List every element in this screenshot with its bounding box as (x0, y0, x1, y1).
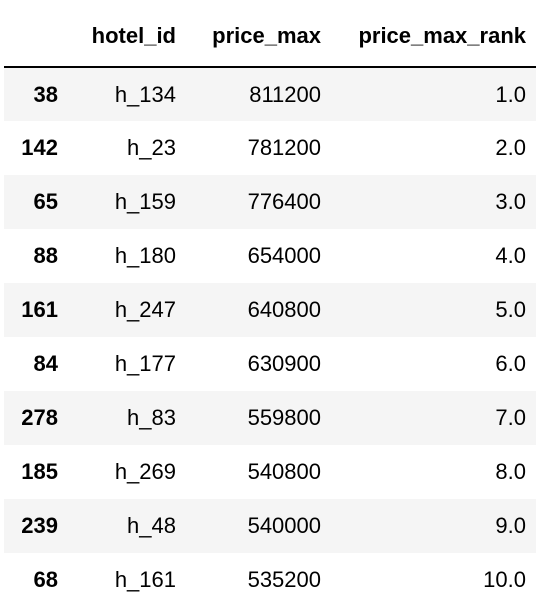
row-index: 278 (21, 405, 58, 430)
cell-hotel-id: h_23 (127, 135, 176, 160)
row-index: 84 (33, 351, 58, 376)
cell-price-max-rank: 3.0 (495, 189, 526, 214)
cell-price-max: 540000 (247, 513, 321, 538)
cell-price-max: 559800 (247, 405, 321, 430)
cell-price-max: 540800 (247, 459, 321, 484)
table-row: 84 h_177 630900 6.0 (4, 337, 536, 391)
cell-price-max-rank: 8.0 (495, 459, 526, 484)
table-row: 38 h_134 811200 1.0 (4, 67, 536, 121)
table-row: 142 h_23 781200 2.0 (4, 121, 536, 175)
cell-price-max-rank: 4.0 (495, 243, 526, 268)
cell-price-max: 811200 (249, 81, 321, 107)
cell-price-max-rank: 5.0 (495, 297, 526, 322)
row-index: 161 (21, 297, 58, 322)
cell-price-max: 654000 (247, 243, 321, 268)
column-header-hotel-id: hotel_id (68, 6, 186, 68)
cell-price-max: 781200 (247, 135, 321, 160)
cell-hotel-id: h_159 (114, 189, 176, 214)
row-index: 38 (33, 81, 58, 107)
table-body: 38 h_134 811200 1.0 142 h_23 781200 2.0 … (4, 67, 536, 607)
cell-price-max: 630900 (247, 351, 321, 376)
cell-hotel-id: h_48 (127, 513, 176, 538)
table-row: 185 h_269 540800 8.0 (4, 445, 536, 499)
column-header-price-max: price_max (186, 6, 331, 68)
row-index: 185 (21, 459, 58, 484)
table-row: 239 h_48 540000 9.0 (4, 499, 536, 553)
table-row: 65 h_159 776400 3.0 (4, 175, 536, 229)
cell-hotel-id: h_177 (114, 351, 176, 376)
cell-hotel-id: h_83 (127, 405, 176, 430)
cell-price-max: 535200 (247, 567, 321, 592)
cell-price-max: 776400 (247, 189, 321, 214)
cell-price-max-rank: 2.0 (495, 135, 526, 160)
table-row: 88 h_180 654000 4.0 (4, 229, 536, 283)
row-index: 142 (21, 135, 58, 160)
table-row: 278 h_83 559800 7.0 (4, 391, 536, 445)
table-header: hotel_id price_max price_max_rank (4, 6, 536, 68)
cell-hotel-id: h_161 (114, 567, 176, 592)
index-header (4, 6, 68, 68)
table-row: 161 h_247 640800 5.0 (4, 283, 536, 337)
cell-hotel-id: h_134 (114, 81, 176, 107)
cell-hotel-id: h_247 (114, 297, 176, 322)
cell-price-max-rank: 10.0 (483, 567, 526, 592)
row-index: 68 (33, 567, 58, 592)
cell-hotel-id: h_269 (114, 459, 176, 484)
cell-price-max-rank: 7.0 (495, 405, 526, 430)
row-index: 239 (21, 513, 58, 538)
column-header-price-max-rank: price_max_rank (331, 6, 536, 68)
header-row: hotel_id price_max price_max_rank (4, 6, 536, 68)
cell-price-max: 640800 (247, 297, 321, 322)
table-row: 68 h_161 535200 10.0 (4, 553, 536, 607)
dataframe-table: hotel_id price_max price_max_rank 38 h_1… (4, 6, 536, 607)
cell-hotel-id: h_180 (114, 243, 176, 268)
cell-price-max-rank: 1.0 (495, 81, 526, 107)
cell-price-max-rank: 6.0 (495, 351, 526, 376)
row-index: 65 (33, 189, 58, 214)
row-index: 88 (33, 243, 58, 268)
cell-price-max-rank: 9.0 (495, 513, 526, 538)
